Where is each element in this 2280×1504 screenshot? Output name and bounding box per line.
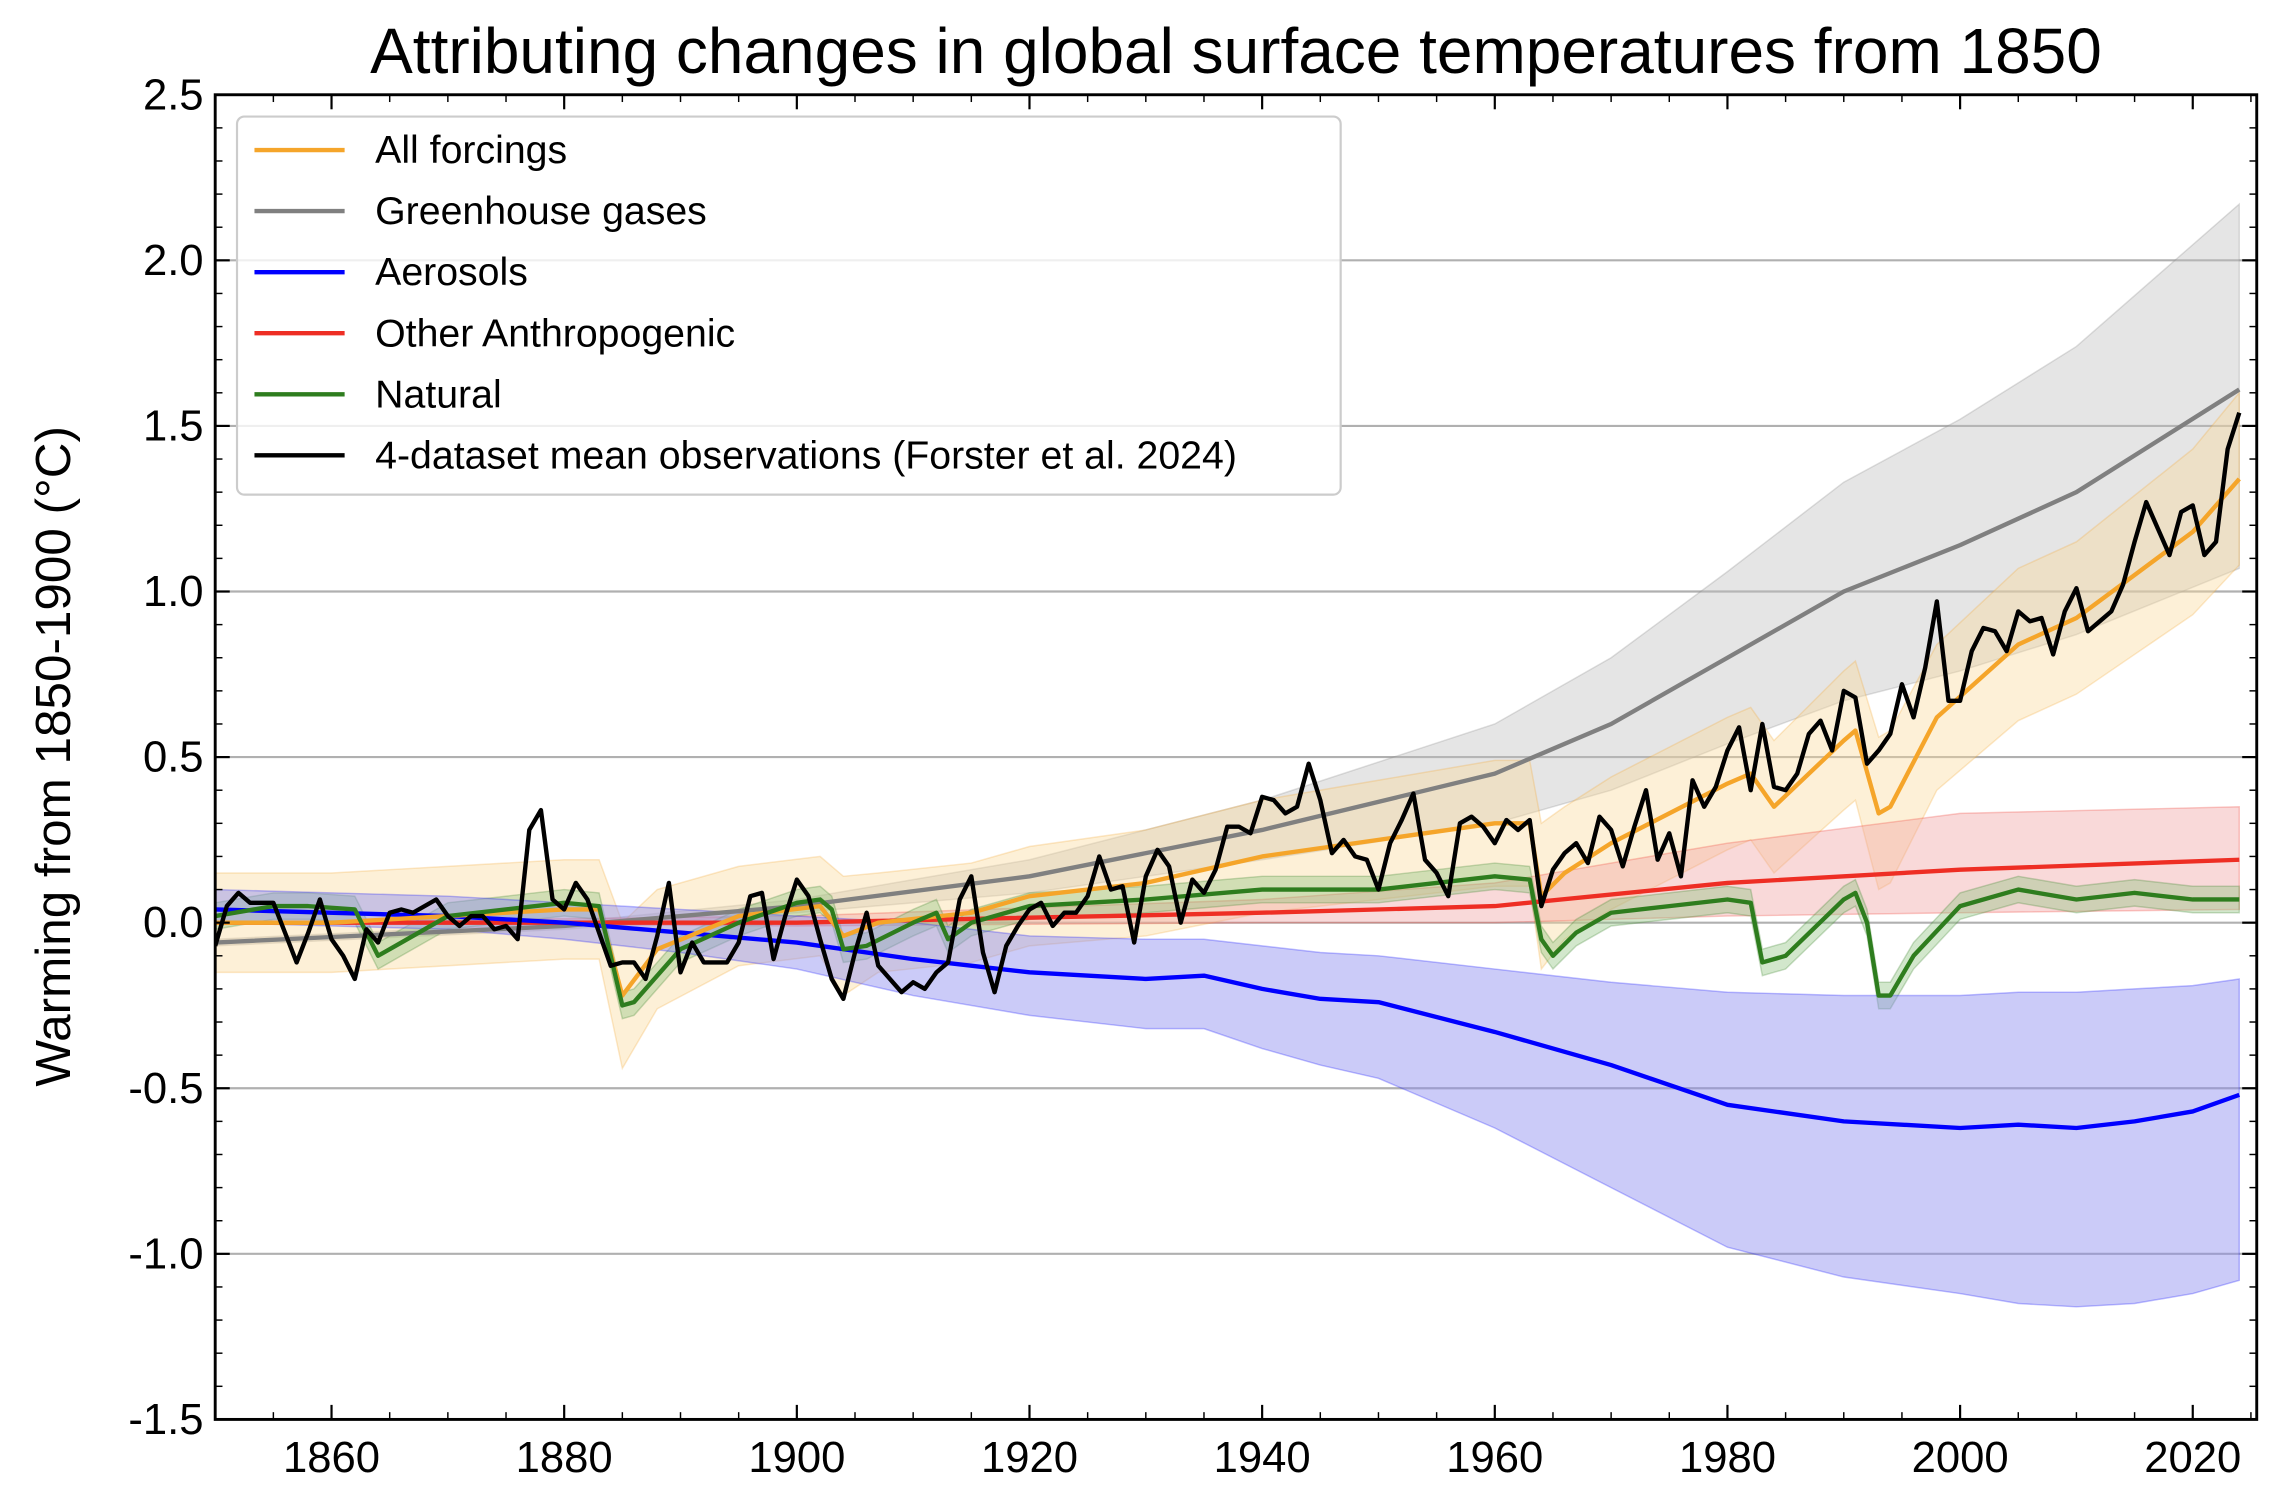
y-tick-label: 2.0	[143, 237, 204, 285]
legend-entry-aerosols: Aerosols	[254, 250, 528, 294]
y-tick-label: 1.5	[143, 402, 204, 450]
legend-box	[235, 115, 1342, 496]
legend-entry-greenhouse-gases: Greenhouse gases	[254, 189, 707, 233]
y-tick-label: -1.5	[128, 1396, 203, 1444]
line-greenhouse-gases	[215, 387, 2241, 945]
y-tick-label: 0.0	[143, 899, 204, 947]
x-tick-label: 1940	[1214, 1434, 1311, 1482]
x-tick-label: 1900	[748, 1434, 845, 1482]
x-tick-label: 1880	[516, 1434, 613, 1482]
series-lines	[215, 387, 2242, 1131]
y-tick-label: 0.5	[143, 734, 204, 782]
y-tick-label: 2.5	[143, 71, 204, 119]
legend-label-observations: 4-dataset mean observations (Forster et …	[375, 433, 1237, 477]
x-tick-label: 2020	[2144, 1434, 2241, 1482]
band-other-anthropogenic	[215, 806, 2241, 927]
axes: -1.5 -1.0 -0.5 0.0 0.5 1.0 1.5 2.0 2.5 1860 1880 19…	[128, 71, 2259, 1482]
x-tick-label: 2000	[1912, 1434, 2009, 1482]
legend-label-all-forcings: All forcings	[375, 128, 567, 172]
plot-frame	[213, 93, 2259, 1421]
legend-label-greenhouse-gases: Greenhouse gases	[375, 189, 707, 233]
band-aerosols	[215, 888, 2241, 1308]
legend-entry-all-forcings: All forcings	[254, 128, 567, 172]
x-tick-label: 1960	[1446, 1434, 1543, 1482]
line-other-anthropogenic	[215, 857, 2240, 925]
y-axis-label: Warming from 1850-1900 (°C)	[26, 426, 81, 1087]
legend-entry-observations: 4-dataset mean observations (Forster et …	[254, 433, 1237, 477]
legend-entry-natural: Natural	[254, 372, 502, 416]
legend-label-aerosols: Aerosols	[375, 250, 528, 294]
band-all-forcings	[215, 390, 2241, 1071]
y-tick-label: 1.0	[143, 568, 204, 616]
legend: All forcings Greenhouse gases Aerosols O…	[235, 115, 1342, 496]
legend-label-natural: Natural	[375, 372, 502, 416]
line-4-dataset-mean-observations-forster-et-al-2024	[215, 412, 2242, 1002]
y-tick-label: -0.5	[128, 1065, 203, 1113]
x-tick-label: 1980	[1679, 1434, 1776, 1482]
line-natural	[215, 874, 2240, 1008]
legend-entry-other-anthropogenic: Other Anthropogenic	[254, 311, 735, 355]
legend-label-other-anthropogenic: Other Anthropogenic	[375, 311, 735, 355]
x-tick-label: 1920	[981, 1434, 1078, 1482]
chart-title: Attributing changes in global surface te…	[370, 15, 2102, 87]
x-tick-label: 1860	[283, 1434, 380, 1482]
y-tick-label: -1.0	[128, 1230, 203, 1278]
